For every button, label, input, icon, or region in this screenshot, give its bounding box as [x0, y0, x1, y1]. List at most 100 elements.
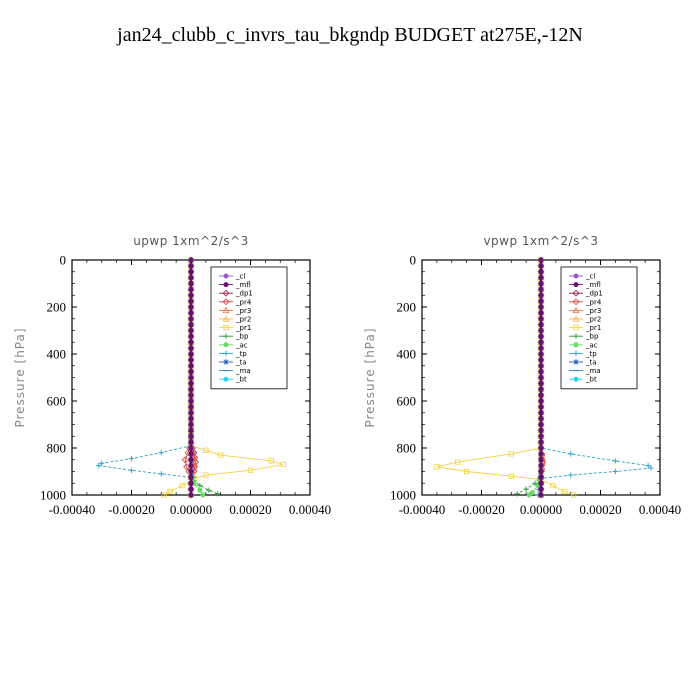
legend-swatch-marker — [223, 282, 229, 288]
data-point — [188, 451, 194, 457]
data-point — [508, 473, 514, 479]
y-tick-label: 1000 — [40, 488, 66, 503]
data-point — [179, 482, 185, 489]
data-point — [538, 357, 544, 363]
data-point — [538, 421, 544, 427]
legend-label: _ma — [585, 367, 601, 375]
x-tick-label: 0.00000 — [520, 502, 562, 517]
data-point — [532, 480, 538, 486]
data-point — [188, 427, 194, 433]
data-point — [538, 310, 544, 316]
x-tick-label: -0.00040 — [49, 502, 96, 517]
x-tick-label: 0.00000 — [170, 502, 212, 517]
data-point — [538, 404, 544, 410]
data-point — [188, 445, 194, 451]
data-point — [538, 280, 544, 286]
legend-item: _mfl — [569, 281, 601, 289]
data-point — [215, 491, 221, 497]
x-tick-label: 0.00020 — [229, 502, 271, 517]
legend-label: _pr4 — [585, 298, 602, 306]
data-point — [526, 492, 532, 498]
data-point — [197, 482, 203, 489]
data-point — [538, 439, 544, 445]
data-point — [538, 257, 544, 263]
data-point — [514, 491, 520, 497]
data-point — [188, 357, 194, 363]
legend-label: _bt — [585, 376, 597, 384]
data-point — [538, 445, 544, 451]
data-point — [188, 345, 194, 351]
legend-item: _cl — [569, 273, 595, 281]
data-point — [455, 459, 461, 465]
data-point — [188, 316, 194, 322]
legend-swatch-marker — [572, 315, 580, 322]
data-point — [181, 456, 189, 464]
legend-swatch-marker — [223, 273, 229, 279]
data-point — [538, 416, 544, 422]
data-point — [538, 451, 544, 457]
y-axis-label: Pressure [hPa] — [13, 327, 27, 427]
data-point — [188, 486, 194, 492]
legend-item: _bp — [569, 333, 599, 341]
legend-item: _ta — [569, 359, 597, 367]
data-point — [188, 410, 194, 416]
legend-label: _mfl — [585, 281, 601, 289]
data-point — [648, 465, 654, 471]
y-tick-label: 800 — [47, 441, 67, 456]
legend-item: _pr4 — [219, 298, 252, 306]
data-point — [188, 457, 194, 463]
data-point — [612, 458, 619, 464]
data-point — [188, 468, 194, 474]
legend: _cl_mfl_dp1_pr4_pr3_pr2_pr1_bp_ac_tp_ta_… — [560, 266, 638, 390]
legend-swatch-marker — [572, 289, 580, 297]
vpwp-panel: vpwp 1xm^2/s^3 Pressure [hPa] -0.00040 -0.0… — [363, 234, 681, 517]
data-point — [188, 310, 194, 316]
legend-label: _ac — [585, 341, 598, 349]
data-point — [568, 451, 574, 457]
data-point — [188, 463, 194, 469]
data-point — [188, 333, 194, 339]
legend-label: _cl — [235, 273, 245, 281]
y-tick-label: 600 — [47, 394, 67, 409]
data-point — [538, 427, 544, 433]
data-point — [161, 492, 167, 498]
legend-swatch-marker — [573, 324, 579, 331]
y-tick-label: 1000 — [390, 488, 416, 503]
y-axis-label: Pressure [hPa] — [363, 327, 377, 427]
data-point — [538, 492, 544, 498]
data-point — [538, 363, 544, 369]
legend-item: _pr1 — [569, 324, 601, 332]
data-point — [538, 327, 544, 333]
x-tick-label: -0.00040 — [399, 502, 446, 517]
legend-label: _dp1 — [585, 290, 603, 298]
legend-item: _ac — [219, 341, 248, 349]
data-point — [99, 460, 105, 466]
series-line — [516, 260, 542, 495]
data-point — [188, 421, 194, 427]
data-point — [538, 369, 544, 375]
x-tick-label: 0.00040 — [289, 502, 331, 517]
legend-item: _mfl — [219, 281, 251, 289]
legend-label: _pr2 — [585, 316, 601, 324]
data-point — [538, 380, 544, 386]
legend-swatch-marker — [222, 298, 230, 306]
series-mfl — [538, 257, 544, 498]
data-point — [538, 339, 544, 345]
data-point — [188, 369, 194, 375]
legend-swatch-marker — [223, 333, 229, 339]
data-point — [538, 333, 544, 339]
legend-item: _bt — [569, 376, 597, 384]
data-point — [538, 292, 544, 298]
data-point — [206, 487, 212, 493]
legend-swatch-marker — [223, 324, 229, 331]
legend-swatch-marker — [573, 342, 579, 348]
data-point — [538, 468, 544, 474]
series-tp — [96, 257, 194, 498]
data-point — [538, 474, 544, 480]
data-point — [96, 462, 102, 469]
data-point — [188, 492, 194, 498]
upwp-panel: upwp 1xm^2/s^3 Pressure [hPa] -0.00040 -0.0… — [13, 234, 331, 517]
legend-label: _bp — [585, 333, 599, 341]
legend-swatch-marker — [573, 282, 579, 288]
